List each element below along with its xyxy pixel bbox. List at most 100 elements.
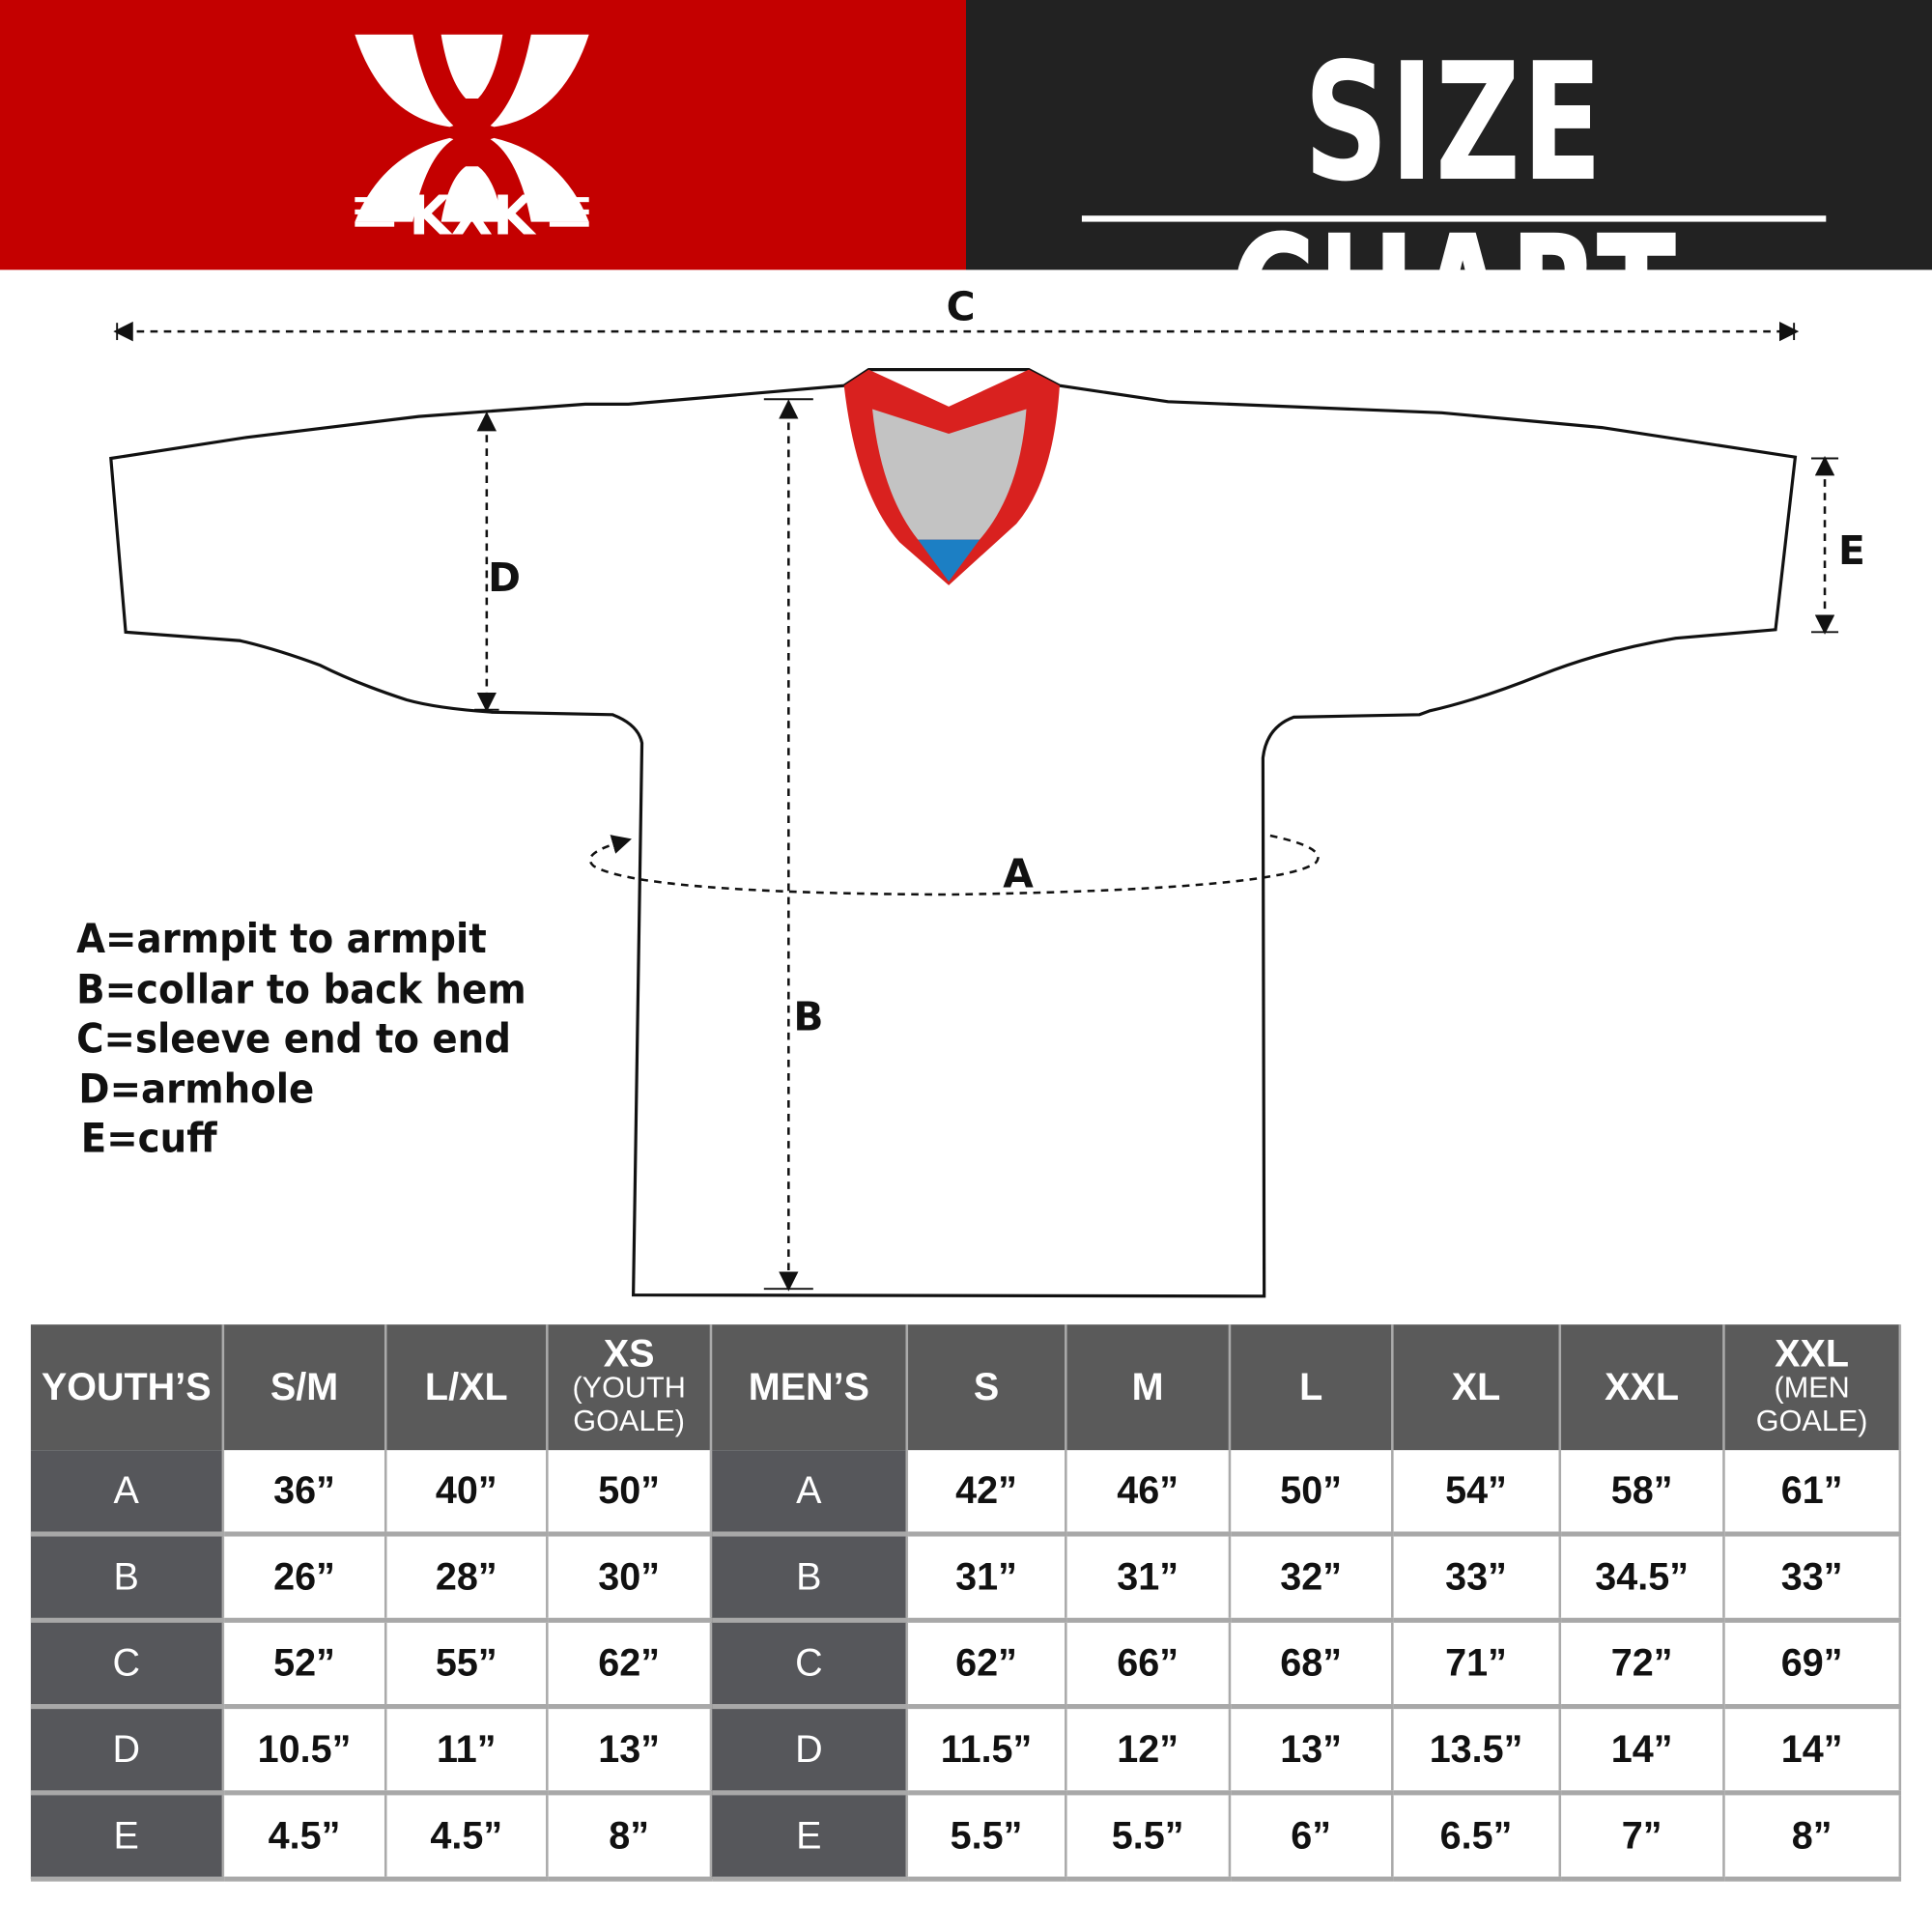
measurement-cell: 61” — [1723, 1450, 1902, 1537]
brand-banner: KXK — [0, 0, 966, 270]
measurement-cell: 71” — [1392, 1620, 1562, 1710]
measurement-cell: 72” — [1559, 1620, 1725, 1710]
size-header: S/M — [222, 1324, 387, 1451]
table-header-row: YOUTH’S S/M L/XL XS (YOUTH GOALE) MEN’S S M L XL X… — [30, 1324, 1902, 1451]
size-header: L/XL — [385, 1324, 549, 1451]
size-label: M — [1131, 1365, 1164, 1408]
measure-a — [588, 834, 1320, 896]
measurement-cell: 62” — [906, 1620, 1067, 1710]
size-header: L — [1229, 1324, 1394, 1451]
measurement-cell: 42” — [906, 1450, 1067, 1537]
measurement-cell: 31” — [1065, 1534, 1232, 1623]
measurement-cell: 14” — [1723, 1706, 1902, 1796]
size-label: S — [973, 1365, 1000, 1408]
label-d: D — [488, 554, 521, 602]
measurement-cell: 46” — [1065, 1450, 1232, 1537]
row-label: A — [30, 1450, 225, 1537]
measurement-cell: 50” — [1229, 1450, 1394, 1537]
row-label: B — [30, 1534, 225, 1623]
label-e: E — [1838, 526, 1865, 575]
kxk-logo: KXK — [355, 34, 589, 247]
size-label: XXL — [1775, 1331, 1850, 1376]
legend-item: B=collar to back hem — [76, 964, 526, 1012]
measurement-cell: 4.5” — [385, 1792, 549, 1882]
measurement-cell: 34.5” — [1559, 1534, 1725, 1623]
size-header: M — [1065, 1324, 1232, 1451]
legend-item: C=sleeve end to end — [76, 1013, 511, 1063]
page-title: SIZE CHART — [1230, 28, 1679, 391]
size-label: L — [1299, 1365, 1323, 1408]
measurement-cell: 30” — [547, 1534, 713, 1623]
measurement-cell: 6.5” — [1392, 1792, 1562, 1882]
label-b: B — [793, 993, 824, 1040]
measurement-cell: 5.5” — [906, 1792, 1067, 1882]
table-row: B 26” 28” 30” B 31” 31” 32” 33” 34.5” 33” — [30, 1534, 1902, 1623]
measurement-cell: 7” — [1559, 1792, 1725, 1882]
table-row: A 36” 40” 50” A 42” 46” 50” 54” 58” 61” — [30, 1450, 1902, 1537]
size-label: S/M — [270, 1365, 339, 1408]
title-underline — [1081, 215, 1827, 222]
measurement-cell: 4.5” — [222, 1792, 387, 1882]
measurement-cell: 54” — [1392, 1450, 1562, 1537]
measurement-cell: 6” — [1229, 1792, 1394, 1882]
table-row: D 10.5” 11” 13” D 11.5” 12” 13” 13.5” 14” 14” — [30, 1706, 1902, 1796]
measurement-cell: 50” — [547, 1450, 713, 1537]
measurement-cell: 66” — [1065, 1620, 1232, 1710]
measurement-cell: 33” — [1392, 1534, 1562, 1623]
measurement-cell: 8” — [547, 1792, 713, 1882]
measurement-cell: 28” — [385, 1534, 549, 1623]
measurement-cell: 13” — [1229, 1706, 1394, 1796]
row-label: D — [30, 1706, 225, 1796]
measurement-cell: 40” — [385, 1450, 549, 1537]
table-row: E 4.5” 4.5” 8” E 5.5” 5.5” 6” 6.5” 7” 8” — [30, 1792, 1902, 1882]
collar-tag — [918, 539, 980, 582]
row-label: E — [710, 1792, 909, 1882]
row-label: C — [30, 1620, 225, 1710]
row-label: E — [30, 1792, 225, 1882]
jersey-outline — [109, 368, 1798, 1298]
size-label: XS — [603, 1331, 655, 1376]
measurement-cell: 13.5” — [1392, 1706, 1562, 1796]
size-table: YOUTH’S S/M L/XL XS (YOUTH GOALE) MEN’S S M L XL X… — [30, 1324, 1902, 1882]
measurement-cell: 36” — [222, 1450, 387, 1537]
size-header: XS (YOUTH GOALE) — [547, 1324, 713, 1451]
row-label: B — [710, 1534, 909, 1623]
measurement-cell: 32” — [1229, 1534, 1394, 1623]
size-sublabel: (YOUTH GOALE) — [572, 1371, 686, 1438]
brand-wordmark: KXK — [409, 185, 537, 247]
measurement-legend: A=armpit to armpit B=collar to back hem … — [76, 914, 526, 1163]
legend-item: D=armhole — [78, 1064, 315, 1113]
measurement-cell: 13” — [547, 1706, 713, 1796]
legend-item: A=armpit to armpit — [76, 914, 487, 963]
title-banner — [965, 0, 1932, 270]
men-heading: MEN’S — [710, 1324, 909, 1451]
size-sublabel: (MEN GOALE) — [1755, 1371, 1868, 1438]
row-label: A — [710, 1450, 909, 1537]
measurement-cell: 8” — [1723, 1792, 1902, 1882]
measurement-cell: 68” — [1229, 1620, 1394, 1710]
measurement-cell: 55” — [385, 1620, 549, 1710]
measurement-cell: 11.5” — [906, 1706, 1067, 1796]
table-row: C 52” 55” 62” C 62” 66” 68” 71” 72” 69” — [30, 1620, 1902, 1710]
label-a: A — [1003, 850, 1034, 897]
size-header: S — [906, 1324, 1067, 1451]
measurement-cell: 33” — [1723, 1534, 1902, 1623]
size-label: XL — [1451, 1365, 1501, 1408]
measurement-cell: 11” — [385, 1706, 549, 1796]
legend-item: E=cuff — [80, 1114, 217, 1162]
measurement-cell: 52” — [222, 1620, 387, 1710]
size-label: XXL — [1605, 1365, 1680, 1408]
measurement-cell: 69” — [1723, 1620, 1902, 1710]
size-header: XL — [1392, 1324, 1562, 1451]
label-c: C — [946, 283, 976, 330]
collar-inner — [872, 409, 1027, 540]
row-label: D — [710, 1706, 909, 1796]
measurement-cell: 31” — [906, 1534, 1067, 1623]
measurement-cell: 14” — [1559, 1706, 1725, 1796]
size-header: XXL (MEN GOALE) — [1723, 1324, 1902, 1451]
measurement-cell: 12” — [1065, 1706, 1232, 1796]
youth-heading: YOUTH’S — [30, 1324, 225, 1451]
measurement-cell: 10.5” — [222, 1706, 387, 1796]
measurement-cell: 5.5” — [1065, 1792, 1232, 1882]
